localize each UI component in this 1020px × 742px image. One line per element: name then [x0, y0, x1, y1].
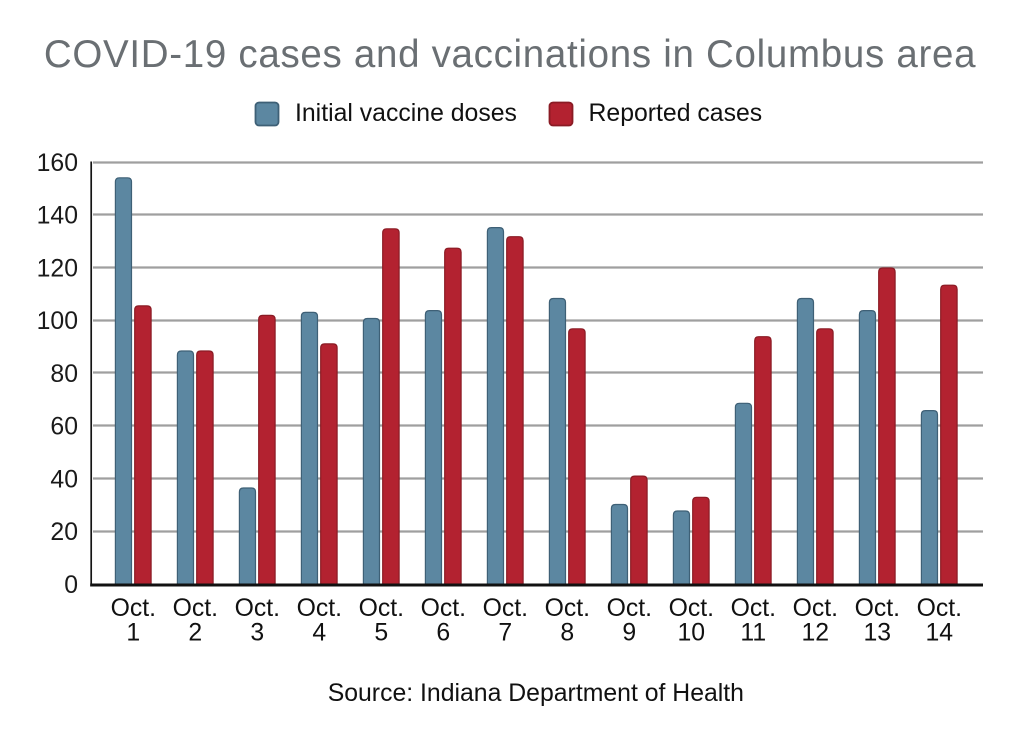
svg-text:80: 80 [50, 361, 78, 388]
svg-text:Oct.: Oct. [173, 595, 218, 622]
svg-text:Oct.: Oct. [297, 595, 342, 622]
svg-text:60: 60 [50, 414, 78, 441]
svg-text:Oct.: Oct. [421, 595, 466, 622]
svg-text:120: 120 [37, 255, 78, 282]
svg-text:140: 140 [37, 203, 78, 230]
svg-text:3: 3 [250, 619, 264, 646]
svg-text:160: 160 [37, 150, 78, 177]
svg-text:COVID-19 cases and vaccination: COVID-19 cases and vaccinations in Colum… [44, 33, 976, 76]
svg-text:9: 9 [622, 619, 636, 646]
svg-text:Oct.: Oct. [235, 595, 280, 622]
svg-text:Oct.: Oct. [359, 595, 404, 622]
svg-text:Oct.: Oct. [545, 595, 590, 622]
svg-text:40: 40 [50, 466, 78, 493]
svg-text:Oct.: Oct. [855, 595, 900, 622]
svg-text:Oct.: Oct. [731, 595, 776, 622]
svg-text:Oct.: Oct. [669, 595, 714, 622]
svg-text:Oct.: Oct. [917, 595, 962, 622]
svg-text:20: 20 [50, 519, 78, 546]
svg-text:1: 1 [126, 619, 140, 646]
svg-text:Oct.: Oct. [793, 595, 838, 622]
svg-text:7: 7 [498, 619, 512, 646]
svg-text:4: 4 [312, 619, 326, 646]
svg-text:13: 13 [864, 619, 892, 646]
svg-text:Oct.: Oct. [607, 595, 652, 622]
svg-text:Initial vaccine doses: Initial vaccine doses [295, 100, 517, 127]
svg-text:0: 0 [64, 572, 78, 599]
svg-text:6: 6 [436, 619, 450, 646]
svg-text:10: 10 [678, 619, 706, 646]
svg-text:14: 14 [926, 619, 954, 646]
svg-text:12: 12 [802, 619, 830, 646]
svg-text:8: 8 [560, 619, 574, 646]
svg-text:5: 5 [374, 619, 388, 646]
svg-text:Oct.: Oct. [483, 595, 528, 622]
svg-text:2: 2 [188, 619, 202, 646]
svg-text:Reported cases: Reported cases [589, 100, 763, 127]
svg-text:Source: Indiana Department of: Source: Indiana Department of Health [328, 680, 744, 707]
svg-text:100: 100 [37, 308, 78, 335]
svg-text:11: 11 [740, 619, 766, 646]
svg-text:Oct.: Oct. [111, 595, 156, 622]
